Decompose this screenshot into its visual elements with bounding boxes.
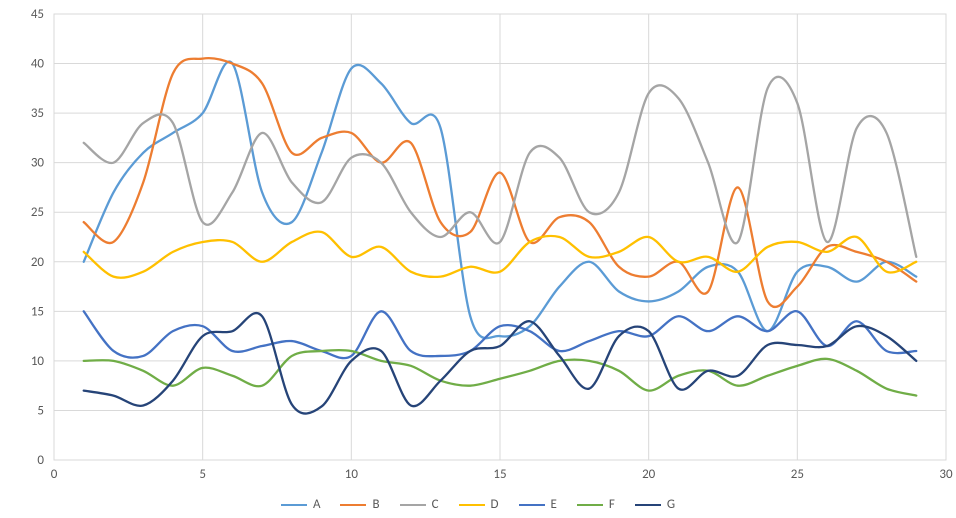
legend-swatch [340,504,366,506]
legend-swatch [400,504,426,506]
legend-item-D: D [459,497,499,512]
legend-swatch [281,504,307,506]
legend-item-F: F [577,497,615,512]
legend-item-C: C [400,497,439,512]
legend-label: G [667,497,675,512]
y-tick-label: 15 [31,304,44,319]
y-tick-label: 0 [37,453,44,468]
line-chart: 0 5 10 15 20 25 30 35 40 45 0 5 10 15 20 25 30 A B C D E F G [0,0,956,518]
x-tick-label: 25 [791,467,804,482]
legend-label: E [551,497,557,512]
y-tick-label: 20 [31,255,45,270]
y-tick-label: 35 [31,106,44,121]
legend-item-E: E [519,497,557,512]
legend-item-G: G [635,497,675,512]
legend-swatch [519,504,545,506]
x-tick-label: 10 [345,467,359,482]
legend-label: D [491,497,499,512]
y-tick-label: 40 [31,57,45,72]
x-tick-label: 20 [642,467,656,482]
x-tick-label: 15 [493,467,506,482]
legend-item-A: A [281,497,321,512]
legend-item-B: B [340,497,379,512]
legend-swatch [635,504,661,506]
legend-label: B [372,497,379,512]
legend-swatch [459,504,485,506]
chart-svg: 0 5 10 15 20 25 30 35 40 45 0 5 10 15 20 25 30 [0,0,956,518]
y-tick-label: 10 [31,354,45,369]
legend-label: C [432,497,439,512]
y-tick-label: 5 [37,403,44,418]
legend-swatch [577,504,603,506]
x-tick-label: 30 [939,467,953,482]
legend-label: A [313,497,321,512]
y-tick-label: 30 [31,156,45,171]
x-tick-label: 0 [51,467,58,482]
legend: A B C D E F G [0,495,956,513]
y-tick-label: 45 [31,7,44,22]
x-tick-label: 5 [199,467,206,482]
legend-label: F [609,497,615,512]
y-tick-label: 25 [31,205,44,220]
